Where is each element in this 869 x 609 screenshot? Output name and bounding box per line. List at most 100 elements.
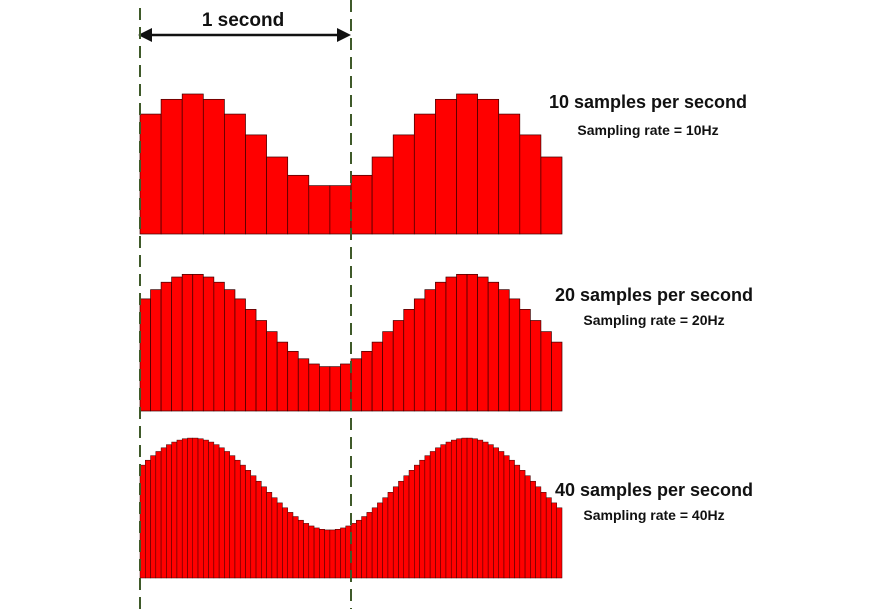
sample-bar: [245, 309, 257, 412]
sample-bar: [503, 455, 510, 579]
sample-bar: [287, 512, 294, 579]
sample-bar: [392, 320, 405, 412]
sample-bar: [150, 455, 157, 579]
sample-bar: [334, 529, 341, 579]
sample-bar: [456, 438, 463, 579]
sample-bar: [181, 93, 204, 235]
sample-bar: [308, 525, 315, 579]
sample-bar: [419, 459, 426, 579]
panel-40hz-label: 40 samples per second Sampling rate = 40…: [555, 480, 753, 523]
sample-bar: [250, 475, 257, 579]
sample-bar: [145, 459, 151, 579]
sample-bar: [239, 464, 246, 579]
sample-bar: [551, 502, 557, 579]
sample-bar: [371, 507, 378, 579]
sample-bar: [329, 529, 336, 579]
sample-bar: [181, 273, 194, 412]
sample-bar: [445, 441, 452, 579]
sample-bar: [340, 527, 346, 579]
sample-bar: [340, 363, 352, 412]
panel-title: 40 samples per second: [555, 480, 753, 500]
sample-bar: [414, 464, 420, 579]
sample-bar: [529, 320, 542, 412]
panel-20hz-bars: [139, 273, 563, 412]
sample-bar: [445, 276, 457, 412]
sample-bar: [181, 438, 188, 579]
sample-bar: [519, 470, 526, 579]
sample-bar: [356, 519, 362, 579]
sample-bar: [435, 447, 441, 579]
sample-bar: [261, 486, 267, 579]
sample-bar: [435, 98, 457, 235]
sample-bar: [392, 486, 399, 579]
sample-bar: [382, 497, 389, 579]
sample-bar: [287, 350, 299, 412]
sample-bar: [224, 289, 236, 412]
sample-bar: [303, 523, 310, 579]
sample-bar: [519, 309, 531, 412]
sample-bar: [160, 98, 183, 235]
sample-bar: [545, 497, 552, 579]
sample-bar: [255, 480, 262, 579]
sample-bar: [424, 289, 436, 412]
sample-bar: [160, 281, 173, 412]
sample-bar: [435, 281, 447, 412]
sample-bar: [229, 455, 236, 579]
sample-bar: [498, 451, 505, 579]
sample-bar: [324, 529, 331, 579]
sample-bar: [556, 507, 563, 579]
sample-bar: [213, 281, 225, 412]
sample-bar: [350, 174, 373, 235]
sample-bar: [160, 447, 167, 579]
sample-bar: [524, 475, 531, 579]
sample-bar: [519, 134, 542, 235]
sample-bar: [271, 497, 278, 579]
sample-bar: [171, 276, 183, 412]
sample-bar: [224, 451, 230, 579]
sample-bar: [187, 437, 194, 579]
sample-bar: [313, 527, 320, 579]
sample-bar: [192, 437, 199, 579]
panel-subtitle: Sampling rate = 20Hz: [583, 312, 724, 328]
sample-bar: [350, 358, 362, 412]
sample-bar: [472, 438, 478, 579]
sample-bar: [377, 502, 383, 579]
sample-bar: [440, 444, 447, 579]
sample-bar: [382, 331, 394, 412]
sample-bar: [429, 451, 436, 579]
sample-bar: [477, 439, 484, 579]
sample-bar: [266, 492, 273, 579]
sample-bar: [466, 273, 478, 412]
sample-bar: [245, 470, 252, 579]
sample-bar: [366, 512, 373, 579]
sample-bar: [450, 439, 457, 579]
sample-bar: [329, 366, 341, 412]
panel-subtitle: Sampling rate = 40Hz: [583, 507, 724, 523]
sample-bar: [371, 341, 384, 412]
sample-bar: [171, 441, 178, 579]
panel-40hz-bars: [139, 437, 563, 579]
sample-bar: [224, 113, 246, 235]
panel-title: 10 samples per second: [549, 92, 747, 112]
sample-bar: [197, 438, 204, 579]
sample-bar: [540, 492, 547, 579]
sample-bar: [234, 459, 241, 579]
sample-bar: [487, 281, 500, 412]
sample-bar: [477, 276, 489, 412]
panel-10hz-label: 10 samples per second Sampling rate = 10…: [549, 92, 747, 138]
sample-bar: [413, 113, 436, 235]
sample-bar: [329, 185, 352, 235]
sample-bar: [308, 185, 331, 235]
sample-bar: [408, 470, 415, 579]
sample-bar: [509, 459, 515, 579]
sample-bar: [266, 156, 289, 235]
sample-bar: [203, 439, 209, 579]
sample-bar: [398, 480, 405, 579]
sample-bar: [508, 298, 521, 412]
sample-bar: [498, 289, 510, 412]
sample-bar: [403, 309, 415, 412]
sample-bar: [208, 441, 215, 579]
sample-bar: [319, 529, 325, 579]
sample-bar: [319, 366, 331, 412]
panel-10hz-bars: [139, 93, 563, 235]
